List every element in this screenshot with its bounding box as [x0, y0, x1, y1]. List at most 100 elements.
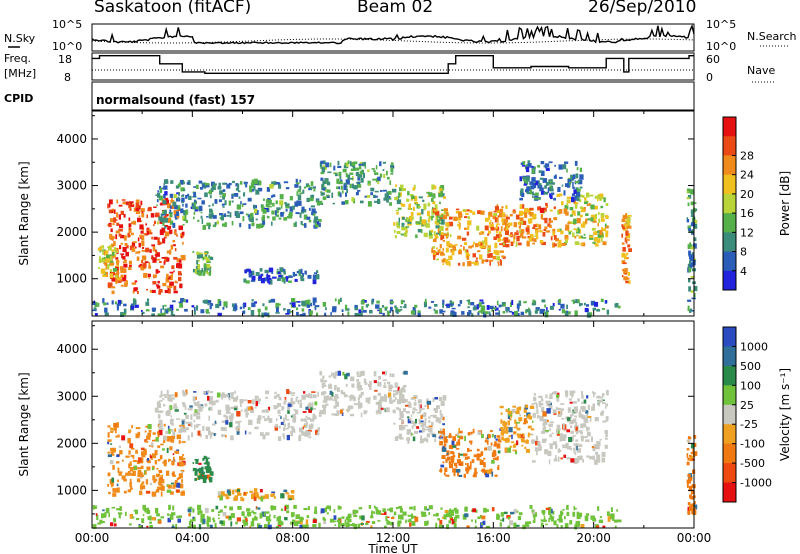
data-cell-0 — [142, 247, 145, 249]
data-cell-2 — [322, 411, 326, 415]
data-cell-9 — [521, 165, 526, 167]
data-cell-8 — [407, 514, 412, 517]
data-cell-2 — [261, 204, 264, 207]
data-cell-1 — [100, 268, 105, 274]
data-cell-3 — [387, 190, 392, 195]
data-cell-9 — [530, 185, 535, 190]
data-cell-0 — [177, 263, 183, 269]
data-cell-2 — [256, 223, 261, 229]
data-cell-0 — [130, 485, 133, 489]
data-cell-2 — [322, 400, 326, 403]
data-cell-4 — [442, 395, 447, 401]
data-cell-5 — [434, 204, 438, 210]
data-cell-1 — [190, 414, 193, 420]
data-cell-9 — [245, 491, 248, 494]
data-cell-9 — [569, 183, 571, 187]
data-cell-9 — [290, 495, 295, 500]
data-cell-9 — [545, 182, 549, 186]
data-cell-13 — [167, 307, 170, 312]
data-cell-2 — [181, 197, 185, 203]
data-cell-5 — [398, 217, 400, 223]
data-cell-3 — [345, 172, 348, 178]
data-cell-0 — [124, 259, 127, 262]
data-cell-2 — [389, 401, 393, 404]
data-cell-13 — [535, 307, 540, 310]
data-cell-3 — [345, 192, 347, 197]
data-cell-13 — [232, 309, 236, 312]
data-cell-2 — [328, 375, 331, 378]
data-cell-3 — [335, 173, 338, 177]
data-cell-9 — [572, 186, 575, 189]
data-cell-1 — [236, 395, 239, 401]
data-cell-1 — [229, 422, 233, 428]
data-cell-8 — [129, 514, 133, 519]
data-cell-6 — [524, 446, 527, 449]
data-cell-7 — [558, 448, 561, 453]
data-cell-8 — [192, 508, 195, 513]
data-cell-6 — [515, 411, 520, 415]
data-cell-7 — [497, 239, 500, 242]
data-cell-1 — [222, 427, 227, 432]
data-cell-8 — [147, 507, 150, 513]
data-cell-12 — [312, 274, 317, 281]
data-cell-7 — [557, 449, 560, 453]
data-cell-0 — [162, 282, 167, 287]
data-cell-8 — [253, 512, 257, 515]
data-cell-1 — [291, 402, 294, 407]
data-cell-0 — [115, 278, 118, 284]
data-cell-6 — [449, 234, 452, 238]
data-cell-7 — [585, 410, 589, 414]
data-cell-0 — [113, 219, 118, 221]
data-cell-13 — [151, 313, 155, 316]
data-cell-2 — [193, 186, 198, 188]
data-cell-8 — [299, 524, 303, 529]
data-cell-7 — [553, 458, 558, 462]
data-cell-6 — [479, 232, 482, 235]
data-cell-2 — [227, 211, 230, 214]
data-cell-8 — [305, 519, 309, 525]
data-cell-2 — [280, 212, 284, 217]
data-cell-1 — [286, 434, 290, 441]
data-cell-8 — [224, 505, 227, 509]
data-cell-11 — [689, 242, 691, 246]
data-cell-0 — [174, 451, 177, 453]
data-cell-7 — [579, 409, 582, 414]
data-cell-7 — [547, 223, 551, 227]
data-cell-8 — [449, 513, 453, 519]
data-cell-7 — [532, 215, 536, 220]
data-cell-8 — [545, 507, 550, 511]
data-cell-10 — [690, 459, 693, 462]
data-cell-9 — [573, 174, 576, 180]
data-cell-9 — [531, 177, 536, 182]
data-cell-10 — [690, 443, 695, 449]
data-cell-0 — [129, 478, 132, 483]
data-cell-1 — [113, 247, 117, 251]
data-cell-12 — [300, 278, 305, 282]
data-cell-0 — [149, 482, 152, 486]
data-cell-13 — [231, 303, 235, 308]
data-cell-5 — [452, 445, 457, 448]
colorbar-segment — [723, 346, 736, 367]
data-cell-9 — [554, 164, 556, 167]
data-cell-6 — [489, 221, 492, 225]
data-cell-6 — [445, 259, 449, 264]
data-cell-8 — [119, 506, 122, 511]
data-cell-2 — [272, 194, 276, 198]
data-cell-2 — [310, 187, 313, 190]
data-cell-6 — [501, 242, 505, 246]
data-cell-0 — [121, 435, 126, 441]
data-cell-2 — [191, 203, 194, 206]
data-cell-8 — [574, 236, 577, 239]
data-cell-6 — [495, 224, 498, 229]
data-cell-7 — [581, 406, 586, 412]
data-cell-8 — [526, 521, 532, 524]
data-cell-2 — [341, 408, 345, 411]
data-cell-13 — [209, 305, 212, 310]
data-cell-7 — [575, 439, 579, 442]
data-cell-2 — [331, 372, 333, 377]
data-cell-1 — [312, 394, 317, 398]
data-cell-8 — [593, 231, 598, 236]
data-cell-3 — [390, 162, 394, 166]
data-cell-2 — [178, 182, 181, 188]
data-cell-0 — [140, 265, 145, 271]
